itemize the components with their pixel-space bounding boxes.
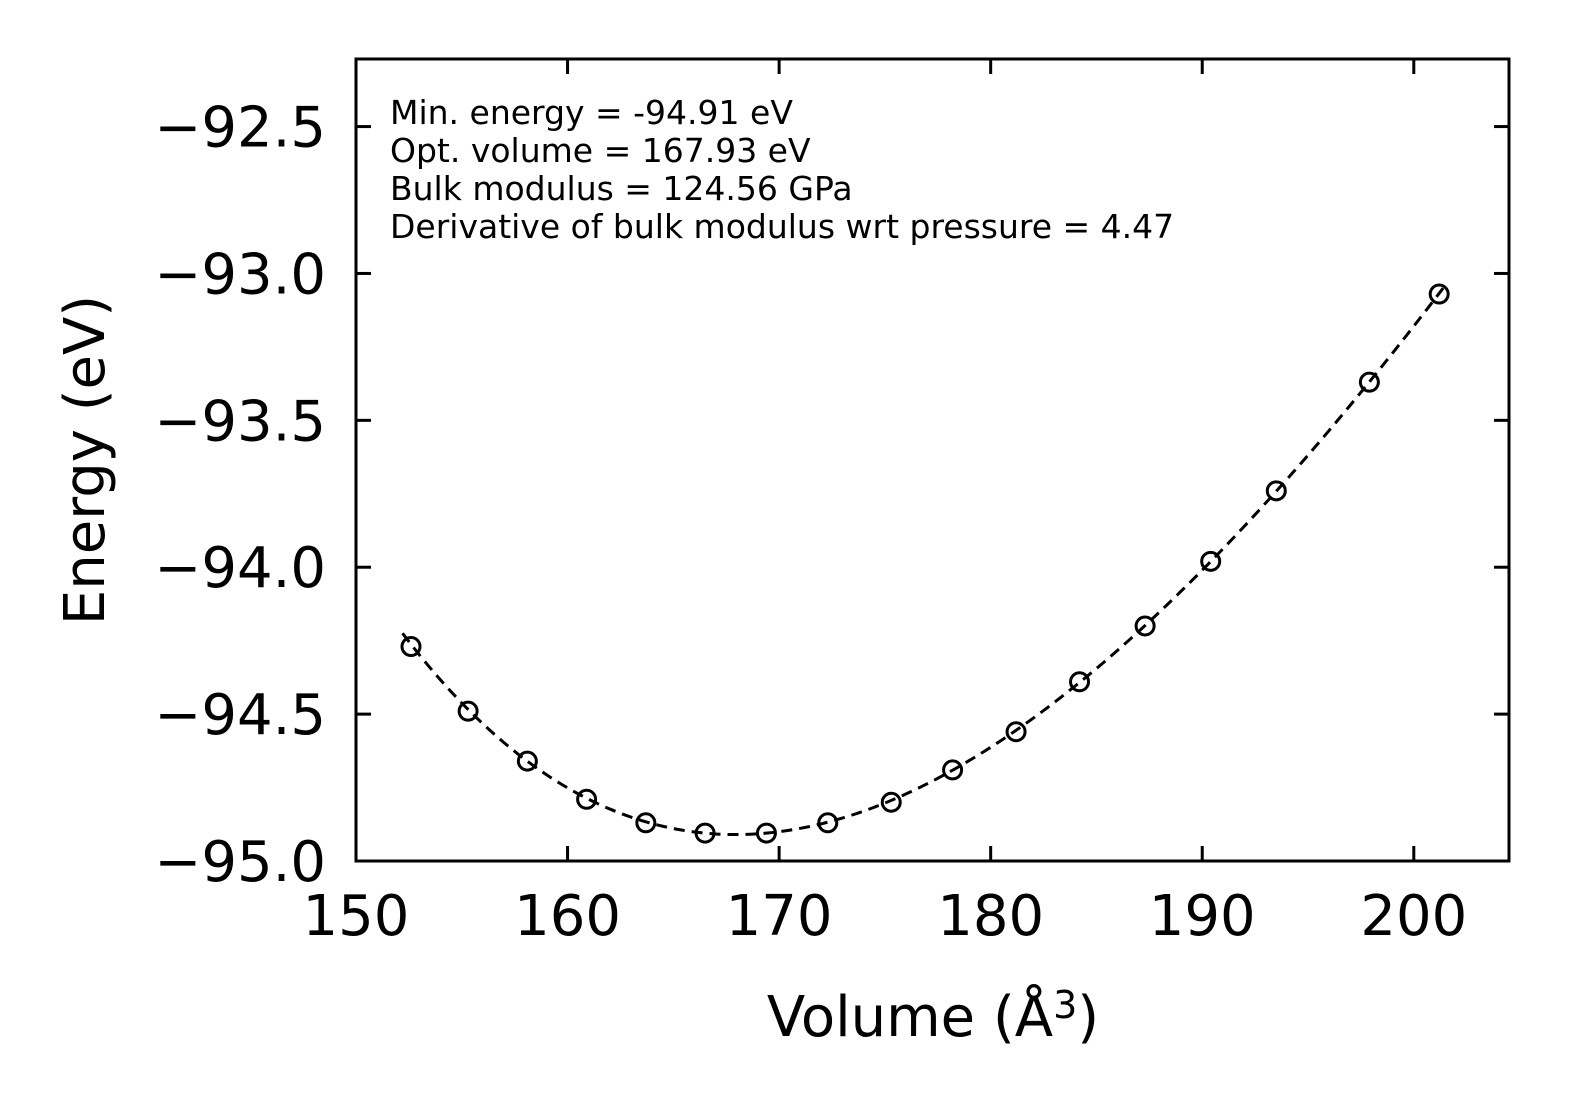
y-axis-title: Energy (eV)	[53, 295, 118, 625]
y-tick-label: −95.0	[154, 830, 326, 895]
y-tick-label: −92.5	[154, 96, 326, 161]
y-tick-labels: −95.0 −94.5 −94.0 −93.5 −93.0 −92.5	[154, 96, 326, 895]
x-tick-label: 180	[937, 884, 1044, 949]
data-point	[516, 750, 538, 772]
data-point	[694, 822, 716, 844]
data-point	[1134, 615, 1156, 637]
y-tick-label: −93.5	[154, 389, 326, 454]
annotation-bulk-modulus-derivative: Derivative of bulk modulus wrt pressure …	[390, 207, 1174, 246]
x-axis-title-close: )	[1077, 985, 1099, 1050]
axis-ticks	[354, 59, 1509, 863]
plot-frame	[354, 57, 1511, 863]
data-point	[400, 636, 422, 658]
y-tick-label: −93.0	[154, 242, 326, 307]
data-point	[1005, 721, 1027, 743]
data-point	[576, 788, 598, 810]
x-tick-label: 170	[726, 884, 833, 949]
y-tick-label: −94.5	[154, 683, 326, 748]
x-tick-label: 200	[1360, 884, 1467, 949]
annotation-opt-volume: Opt. volume = 167.93 eV	[390, 131, 811, 170]
annotation-bulk-modulus: Bulk modulus = 124.56 GPa	[390, 169, 853, 208]
data-point	[1069, 671, 1091, 693]
data-point	[1200, 550, 1222, 572]
data-point	[755, 822, 777, 844]
data-point	[942, 759, 964, 781]
x-axis-title-superscript: 3	[1053, 983, 1077, 1027]
y-tick-label: −94.0	[154, 536, 326, 601]
annotation-min-energy: Min. energy = -94.91 eV	[390, 93, 793, 132]
data-point	[880, 791, 902, 813]
data-point	[817, 812, 839, 834]
x-axis-title: Volume (Å3)	[767, 983, 1099, 1050]
x-tick-labels: 150 160 170 180 190 200	[303, 884, 1468, 949]
data-point	[635, 812, 657, 834]
data-point	[1428, 283, 1450, 305]
fit-curve	[401, 284, 1447, 837]
x-tick-label: 160	[514, 884, 621, 949]
x-axis-title-main: Volume (Å	[767, 984, 1053, 1050]
x-tick-label: 150	[303, 884, 410, 949]
data-point	[1265, 480, 1287, 502]
x-tick-label: 190	[1149, 884, 1256, 949]
data-point	[457, 700, 479, 722]
data-point	[1358, 371, 1380, 393]
data-markers	[400, 283, 1450, 844]
annotation-block: Min. energy = -94.91 eV Opt. volume = 16…	[390, 93, 1174, 246]
